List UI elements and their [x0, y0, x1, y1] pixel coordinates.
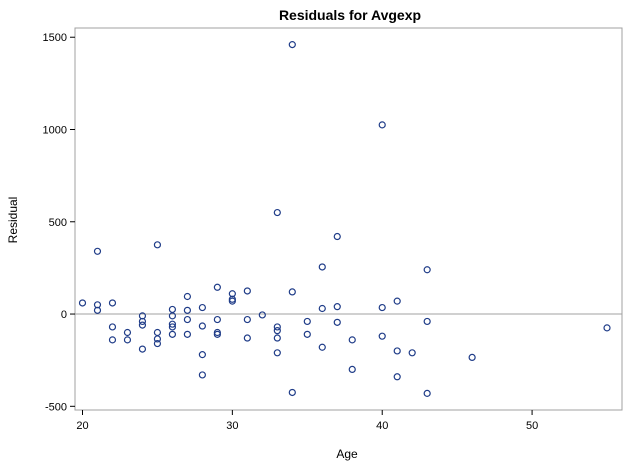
- data-point: [393, 347, 401, 355]
- data-point: [198, 351, 206, 359]
- data-point: [288, 41, 296, 49]
- data-point: [318, 343, 326, 351]
- y-tick-label: 500: [49, 217, 67, 229]
- y-tick-label: -500: [45, 401, 67, 413]
- x-axis-ticks: 20 30 40 50: [76, 410, 538, 432]
- data-point: [108, 336, 117, 344]
- data-point: [138, 321, 147, 329]
- y-tick-label: 1500: [43, 32, 67, 44]
- data-point: [198, 371, 206, 379]
- data-point: [333, 303, 341, 311]
- data-point: [228, 297, 236, 305]
- data-point: [348, 365, 356, 374]
- data-point: [333, 232, 341, 241]
- data-point: [273, 323, 281, 331]
- data-point: [168, 323, 177, 331]
- chart-title: Residuals for Avgexp: [279, 7, 421, 23]
- data-point: [93, 247, 102, 255]
- data-point: [168, 320, 177, 328]
- data-point: [183, 306, 191, 314]
- data-point: [303, 330, 311, 338]
- y-tick-label: 0: [61, 309, 67, 321]
- data-point: [153, 241, 162, 249]
- data-point: [243, 287, 251, 295]
- data-point: [108, 323, 117, 331]
- y-axis-ticks: -500 0 500 1000 1500: [43, 32, 75, 413]
- data-point: [183, 292, 191, 301]
- x-tick-label: 20: [76, 420, 88, 432]
- data-point: [423, 317, 431, 326]
- data-point: [378, 121, 386, 129]
- data-point: [213, 283, 221, 291]
- data-point: [213, 330, 221, 338]
- x-axis-label: Age: [336, 447, 358, 461]
- data-point: [243, 315, 251, 324]
- data-point: [273, 208, 281, 217]
- data-point: [258, 311, 266, 319]
- data-point: [273, 334, 281, 342]
- data-point: [288, 388, 296, 397]
- data-point: [153, 339, 162, 348]
- data-point: [243, 334, 251, 342]
- data-point: [93, 306, 102, 314]
- data-point: [183, 330, 191, 338]
- y-axis-label: Residual: [6, 197, 20, 244]
- data-point: [138, 345, 147, 353]
- plot-frame: [74, 27, 623, 411]
- data-point: [168, 305, 177, 314]
- data-point: [333, 318, 341, 326]
- data-point: [78, 299, 87, 307]
- data-point: [348, 336, 356, 344]
- data-point: [408, 349, 416, 357]
- data-point: [603, 324, 611, 332]
- data-point: [168, 330, 177, 338]
- data-point: [123, 336, 132, 344]
- x-tick-label: 40: [376, 420, 388, 432]
- y-tick-label: 1000: [43, 124, 67, 136]
- data-point: [468, 353, 476, 362]
- data-point: [138, 317, 147, 326]
- data-point: [393, 373, 401, 381]
- x-tick-label: 50: [526, 420, 538, 432]
- data-point: [198, 322, 206, 330]
- data-point: [273, 349, 281, 357]
- data-point: [378, 303, 386, 312]
- data-point: [378, 332, 386, 340]
- data-point: [318, 263, 326, 271]
- data-point: [198, 303, 206, 312]
- data-point: [168, 312, 177, 320]
- data-point: [153, 335, 162, 343]
- data-points: [78, 41, 611, 397]
- data-point: [213, 315, 221, 324]
- data-point: [288, 288, 296, 296]
- x-tick-label: 30: [226, 420, 238, 432]
- data-point: [273, 327, 281, 335]
- data-point: [318, 304, 326, 313]
- data-point: [153, 328, 162, 337]
- data-point: [423, 389, 431, 397]
- data-point: [123, 328, 132, 337]
- data-point: [108, 299, 117, 307]
- data-point: [183, 315, 191, 324]
- data-point: [423, 266, 431, 274]
- data-point: [393, 297, 401, 305]
- data-point: [303, 317, 311, 326]
